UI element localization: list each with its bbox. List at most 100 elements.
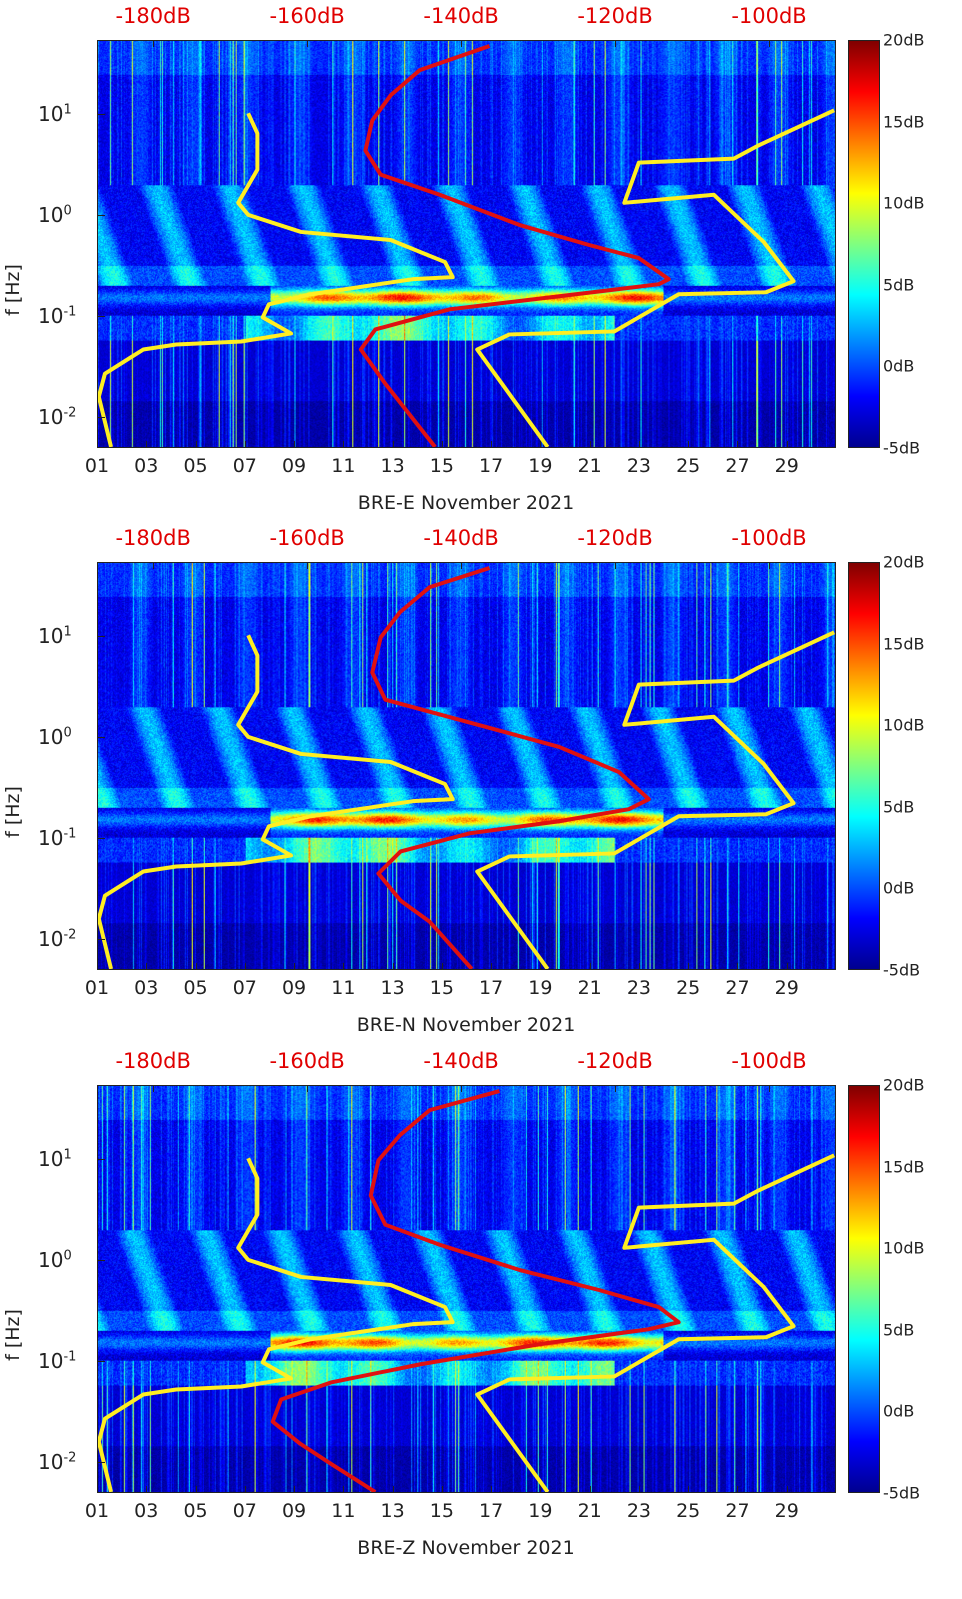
x-tick-label: 05 <box>183 455 208 477</box>
x-axis-tick <box>392 1486 394 1493</box>
x-tick-label: 19 <box>528 977 553 999</box>
y-tick-base: 10 <box>38 825 64 850</box>
x-tick-label: 03 <box>134 977 159 999</box>
x-tick-label: 01 <box>84 977 110 999</box>
spectrogram-heatmap <box>98 1086 835 1492</box>
x-tick-label: 01 <box>84 455 110 477</box>
y-axis-label: f [Hz] <box>2 786 24 838</box>
y-tick-label: 100 <box>38 725 72 749</box>
y-tick-base: 10 <box>38 1146 64 1171</box>
y-axis-tick <box>97 1360 105 1362</box>
x-axis-tick <box>786 1486 788 1493</box>
x-axis-tick <box>195 441 197 448</box>
x-axis-tick <box>737 963 739 970</box>
x-tick-label: 27 <box>725 455 750 477</box>
x-tick-label: 07 <box>232 1500 257 1522</box>
colorbar-tick-label: 0dB <box>883 1401 915 1421</box>
x-tick-label: 09 <box>281 977 307 999</box>
colorbar-tick-label: -5dB <box>883 438 921 458</box>
median-psd-curve <box>370 566 651 969</box>
top-axis-tick <box>615 40 617 47</box>
x-axis-tick <box>294 1486 296 1493</box>
x-tick-label: 29 <box>774 455 799 477</box>
x-tick-label: 11 <box>331 977 356 999</box>
y-axis-tick <box>97 1158 105 1160</box>
x-axis-tick <box>540 1486 542 1493</box>
colorbar-tick-label: 15dB <box>883 112 925 132</box>
x-axis-tick <box>146 963 148 970</box>
y-axis-label: f [Hz] <box>2 1309 24 1361</box>
x-axis-tick <box>343 963 345 970</box>
x-tick-label: 27 <box>725 1500 750 1522</box>
x-tick-label: 13 <box>380 977 405 999</box>
colorbar <box>848 40 880 448</box>
colorbar <box>848 1085 880 1493</box>
y-axis-tick <box>97 1461 105 1463</box>
y-axis-tick <box>97 1259 105 1261</box>
x-axis-tick <box>441 963 443 970</box>
y-axis-tick <box>97 315 105 317</box>
y-tick-label: 100 <box>38 1248 72 1272</box>
top-axis-tick-label: -180dB <box>115 1049 191 1073</box>
y-tick-exponent: -2 <box>63 1450 77 1466</box>
y-tick-exponent: 0 <box>63 1248 72 1264</box>
top-axis-tick-label: -120dB <box>577 4 653 28</box>
y-axis-tick <box>97 938 105 940</box>
y-axis-tick <box>97 837 105 839</box>
y-tick-label: 101 <box>38 624 72 648</box>
x-axis-tick <box>540 963 542 970</box>
x-tick-label: 23 <box>626 1500 652 1522</box>
top-axis-tick-label: -180dB <box>115 526 191 550</box>
x-axis-tick <box>589 441 591 448</box>
x-axis-tick <box>491 963 493 970</box>
top-axis-tick <box>769 40 771 47</box>
x-tick-label: 11 <box>331 455 356 477</box>
nhnm-curve <box>475 630 835 969</box>
top-axis-tick-label: -120dB <box>577 1049 653 1073</box>
plot-area <box>97 1085 836 1493</box>
colorbar-tick-label: 20dB <box>883 552 925 572</box>
y-tick-label: 101 <box>38 1147 72 1171</box>
y-axis-label: f [Hz] <box>2 264 24 316</box>
top-axis-tick-label: -100dB <box>731 526 807 550</box>
x-tick-label: 15 <box>429 455 454 477</box>
colorbar <box>848 562 880 970</box>
median-psd-curve <box>358 44 671 447</box>
top-axis-tick <box>461 562 463 569</box>
top-axis-tick-label: -140dB <box>423 526 499 550</box>
x-tick-label: 03 <box>134 1500 159 1522</box>
x-axis-tick <box>343 1486 345 1493</box>
y-tick-base: 10 <box>38 1247 64 1272</box>
x-tick-label: 17 <box>479 455 504 477</box>
y-tick-label: 10-2 <box>38 405 76 429</box>
spectrogram-heatmap <box>98 41 835 447</box>
x-axis-label: BRE-N November 2021 <box>356 1014 576 1036</box>
colorbar-tick-label: 10dB <box>883 1238 925 1258</box>
curve-layer <box>98 566 835 969</box>
x-tick-label: 01 <box>84 1500 110 1522</box>
y-axis-tick <box>97 113 105 115</box>
x-axis-tick <box>638 441 640 448</box>
y-tick-exponent: -1 <box>63 304 77 320</box>
x-axis-label: BRE-E November 2021 <box>357 492 575 514</box>
curve-layer <box>98 1089 835 1492</box>
x-tick-label: 17 <box>479 977 504 999</box>
colorbar-tick-label: -5dB <box>883 960 921 980</box>
spectrogram-heatmap <box>98 563 835 969</box>
x-tick-label: 25 <box>676 1500 701 1522</box>
x-tick-label: 07 <box>232 977 257 999</box>
y-tick-base: 10 <box>38 926 64 951</box>
x-axis-tick <box>244 1486 246 1493</box>
y-tick-exponent: 1 <box>63 102 72 118</box>
top-axis-tick <box>153 562 155 569</box>
x-axis-tick <box>688 963 690 970</box>
y-axis-tick <box>97 416 105 418</box>
x-axis-tick <box>688 441 690 448</box>
x-axis-label: BRE-Z November 2021 <box>357 1537 575 1559</box>
colorbar-tick-label: 15dB <box>883 1157 925 1177</box>
x-axis-tick <box>244 963 246 970</box>
plot-area <box>97 40 836 448</box>
top-axis-tick-label: -140dB <box>423 4 499 28</box>
top-axis-tick <box>769 562 771 569</box>
median-psd-curve <box>270 1089 681 1492</box>
